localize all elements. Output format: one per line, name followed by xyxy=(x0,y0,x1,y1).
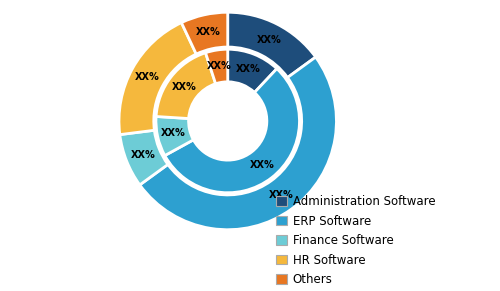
Wedge shape xyxy=(120,130,168,185)
Text: XX%: XX% xyxy=(257,35,281,45)
Text: XX%: XX% xyxy=(172,82,196,92)
Wedge shape xyxy=(182,12,228,54)
Wedge shape xyxy=(156,53,216,118)
Wedge shape xyxy=(140,57,336,230)
Wedge shape xyxy=(228,49,277,93)
Text: XX%: XX% xyxy=(250,160,274,170)
Text: XX%: XX% xyxy=(130,150,155,159)
Wedge shape xyxy=(228,12,316,77)
Text: XX%: XX% xyxy=(206,61,232,71)
Wedge shape xyxy=(165,69,300,193)
Text: XX%: XX% xyxy=(196,27,220,37)
Wedge shape xyxy=(156,116,194,156)
Wedge shape xyxy=(206,49,228,84)
Legend: Administration Software, ERP Software, Finance Software, HR Software, Others: Administration Software, ERP Software, F… xyxy=(272,191,439,290)
Text: XX%: XX% xyxy=(161,128,186,138)
Wedge shape xyxy=(119,23,196,135)
Text: XX%: XX% xyxy=(236,64,260,74)
Text: XX%: XX% xyxy=(136,72,160,82)
Text: XX%: XX% xyxy=(269,190,294,200)
